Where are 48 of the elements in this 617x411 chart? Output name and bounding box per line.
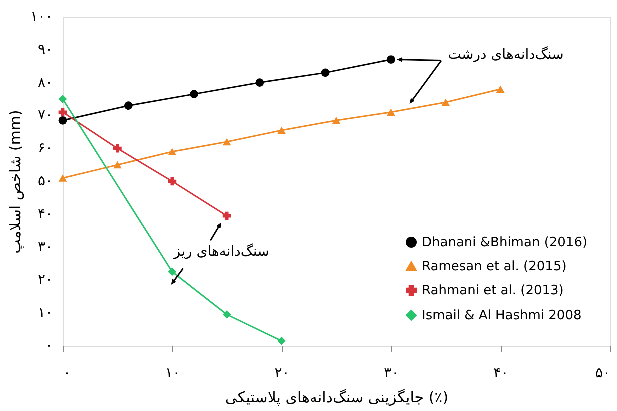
y-tick-label: ۱۰۰ xyxy=(30,9,53,25)
legend-label: Ismail & Al Hashmi 2008 xyxy=(422,308,582,324)
x-tick-label: ۴۰ xyxy=(494,366,509,382)
point xyxy=(387,56,396,64)
point xyxy=(278,126,286,134)
y-tick-label: ۳۰ xyxy=(38,239,53,256)
point xyxy=(332,117,341,124)
y-tick-label: ۶۰ xyxy=(38,140,53,157)
point xyxy=(114,161,122,169)
annotation: سنگ‌دانه‌های درشت xyxy=(448,46,564,63)
legend-label: Ramesan et al. (2015) xyxy=(422,260,567,274)
y-tick-label: ۴۰ xyxy=(38,206,53,222)
y-tick-label: ۱۰ xyxy=(38,305,53,322)
point xyxy=(168,148,177,156)
point xyxy=(222,212,232,220)
point xyxy=(222,138,232,146)
legend-label: Dhanani &Bhiman (2016) xyxy=(422,236,588,250)
point xyxy=(278,336,286,346)
y-tick-label: ۲۰ xyxy=(38,272,53,288)
annotation: سنگ‌دانه‌های ریز xyxy=(172,243,270,260)
point xyxy=(58,108,68,117)
point xyxy=(124,102,133,110)
point xyxy=(256,78,264,87)
point xyxy=(58,116,68,125)
x-tick-label: ۲۰ xyxy=(274,366,290,382)
x-tick-label: ۰ xyxy=(64,366,72,382)
point xyxy=(58,174,68,182)
y-tick-label: ۷۰ xyxy=(38,108,53,124)
point xyxy=(321,68,330,78)
point xyxy=(496,86,505,94)
point xyxy=(190,90,198,98)
y-tick-label: ۵۰ xyxy=(38,174,53,190)
point xyxy=(222,310,232,319)
x-axis-title: جایگزینی سنگ‌دانه‌های پلاستیکی (٪) xyxy=(225,388,449,406)
point xyxy=(442,98,450,106)
legend-label: Rahmani et al. (2013) xyxy=(422,284,564,298)
y-tick-label: ۸۰ xyxy=(38,74,53,91)
y-axis-title: شاخص اسلامپ (mm) xyxy=(6,110,24,254)
x-tick-label: ۵۰ xyxy=(595,366,610,382)
y-tick-label: ۹۰ xyxy=(38,42,53,58)
x-tick-label: ۳۰ xyxy=(384,366,400,382)
point xyxy=(58,95,68,104)
point xyxy=(387,108,396,116)
point xyxy=(168,177,177,186)
point xyxy=(114,144,122,153)
point xyxy=(168,268,177,276)
y-tick-label: ۰ xyxy=(45,338,53,354)
x-tick-label: ۱۰ xyxy=(165,366,180,382)
